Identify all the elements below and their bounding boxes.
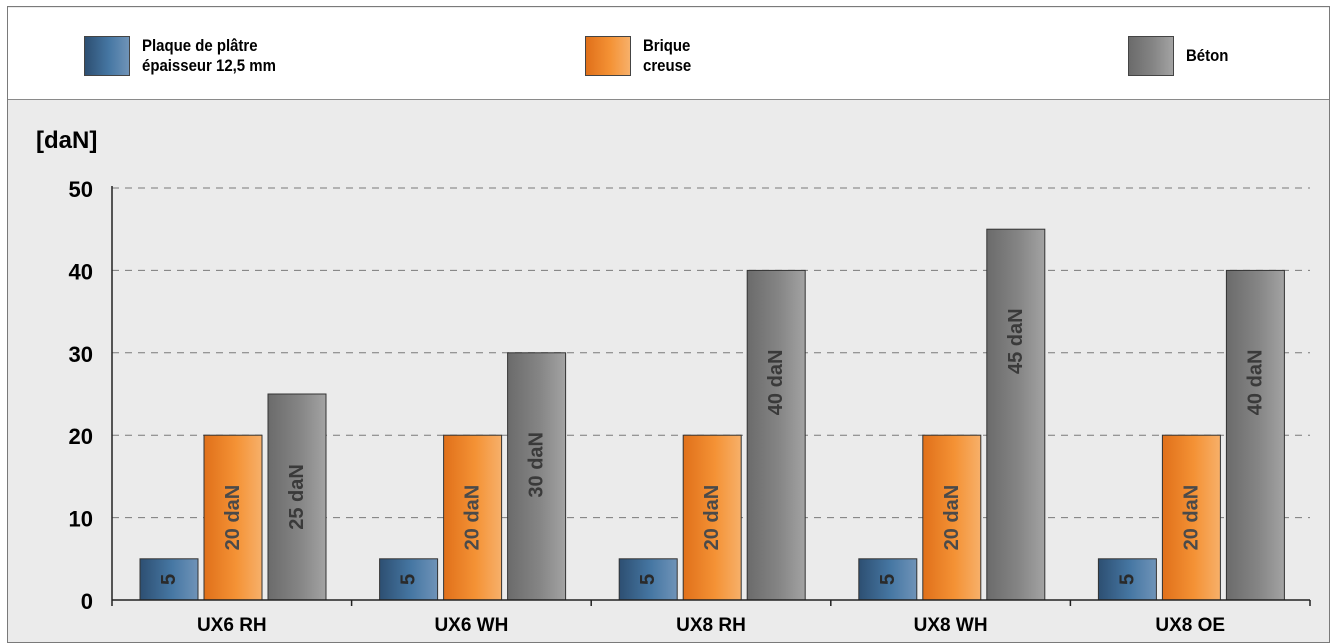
bar-data-label: 5: [398, 574, 420, 585]
x-tick-label: UX8 RH: [676, 615, 746, 636]
bar-data-label: 30 daN: [526, 432, 548, 498]
y-tick-label: 10: [69, 507, 93, 532]
y-tick-labels: 0 10 20 30 40 50: [69, 177, 93, 614]
bar-data-label: 5: [637, 574, 659, 585]
bar: [987, 229, 1045, 600]
y-axis-label: [daN]: [36, 127, 97, 154]
bar-data-label: 40 daN: [1244, 350, 1266, 416]
bar-data-label: 25 daN: [286, 464, 308, 530]
y-tick-label: 40: [69, 259, 93, 284]
x-tick-labels: UX6 RH UX6 WH UX8 RH UX8 WH UX8 OE: [197, 615, 1225, 636]
bar-data-label: 20 daN: [462, 485, 484, 551]
bar-data-label: 45 daN: [1005, 308, 1027, 374]
x-tick-label: UX6 RH: [197, 615, 267, 636]
x-tick-label: UX8 WH: [914, 615, 988, 636]
bar-data-label: 40 daN: [765, 350, 787, 416]
y-tick-label: 20: [69, 424, 93, 449]
bar-data-label: 5: [877, 574, 899, 585]
y-tick-label: 30: [69, 342, 93, 367]
y-tick-label: 0: [81, 589, 93, 614]
bar: [1226, 270, 1284, 600]
bar-data-label: 20 daN: [701, 485, 723, 551]
bar-data-label: 20 daN: [941, 485, 963, 551]
bar-data-label: 5: [1116, 574, 1138, 585]
bar: [747, 270, 805, 600]
bar-data-label: 20 daN: [1180, 485, 1202, 551]
y-tick-label: 50: [69, 177, 93, 202]
bar-data-label: 20 daN: [222, 485, 244, 551]
bar-data-label: 5: [158, 574, 180, 585]
x-tick-label: UX8 OE: [1155, 615, 1225, 636]
bars: 5 20 daN 25 daN 5 20 daN 30 daN 5 20 daN 40 daN 5…: [140, 229, 1284, 600]
x-tick-label: UX6 WH: [434, 615, 508, 636]
